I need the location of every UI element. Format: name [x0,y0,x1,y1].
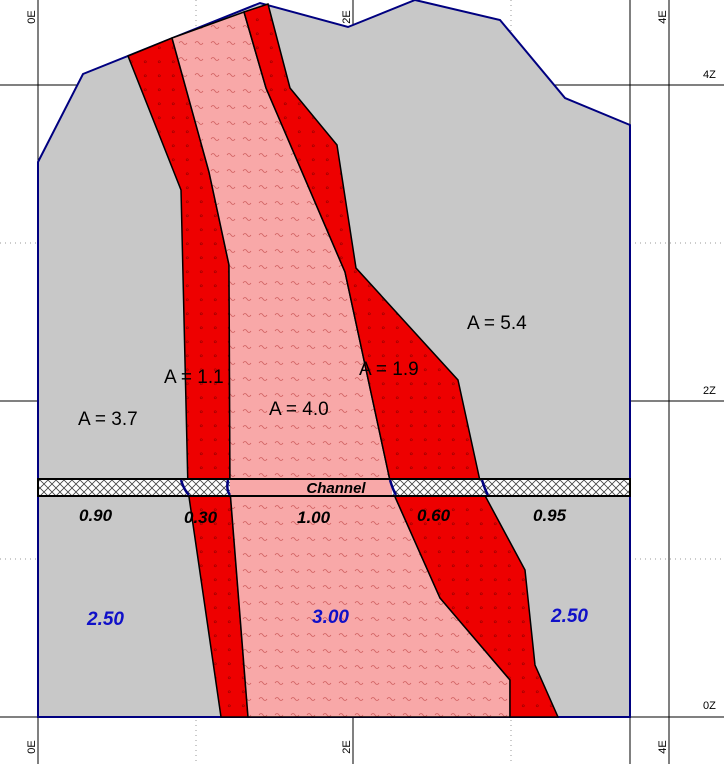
tick-top-0e: 0E [26,10,38,23]
tick-bottom-4e: 4E [657,740,669,753]
bottom-value-center: 3.00 [312,607,349,628]
area-label-red-left: A = 1.1 [164,367,224,388]
width-label-2: 0.30 [184,508,218,527]
tick-bottom-0e: 0E [26,740,38,753]
area-label-red-right: A = 1.9 [359,359,419,380]
tick-top-4e: 4E [657,10,669,23]
area-label-grey-left: A = 3.7 [78,409,138,430]
channel-boundary-marks [179,479,490,496]
bottom-value-right: 2.50 [550,606,588,627]
width-label-1: 0.90 [79,506,113,525]
width-label-5: 0.95 [533,506,567,525]
tick-2z: 2Z [703,385,716,397]
area-label-pink-center: A = 4.0 [269,399,329,420]
area-label-grey-right: A = 5.4 [467,313,527,334]
channel-label: Channel [306,480,366,497]
channel-opening [230,480,392,495]
bottom-value-left: 2.50 [86,609,124,630]
tick-bottom-2e: 2E [341,740,353,753]
right-red-band [243,3,560,718]
width-label-3: 1.00 [297,508,331,527]
width-label-4: 0.60 [417,506,451,525]
tick-0z: 0Z [703,700,716,712]
tick-top-2e: 2E [341,10,353,23]
tick-4z: 4Z [703,69,716,81]
